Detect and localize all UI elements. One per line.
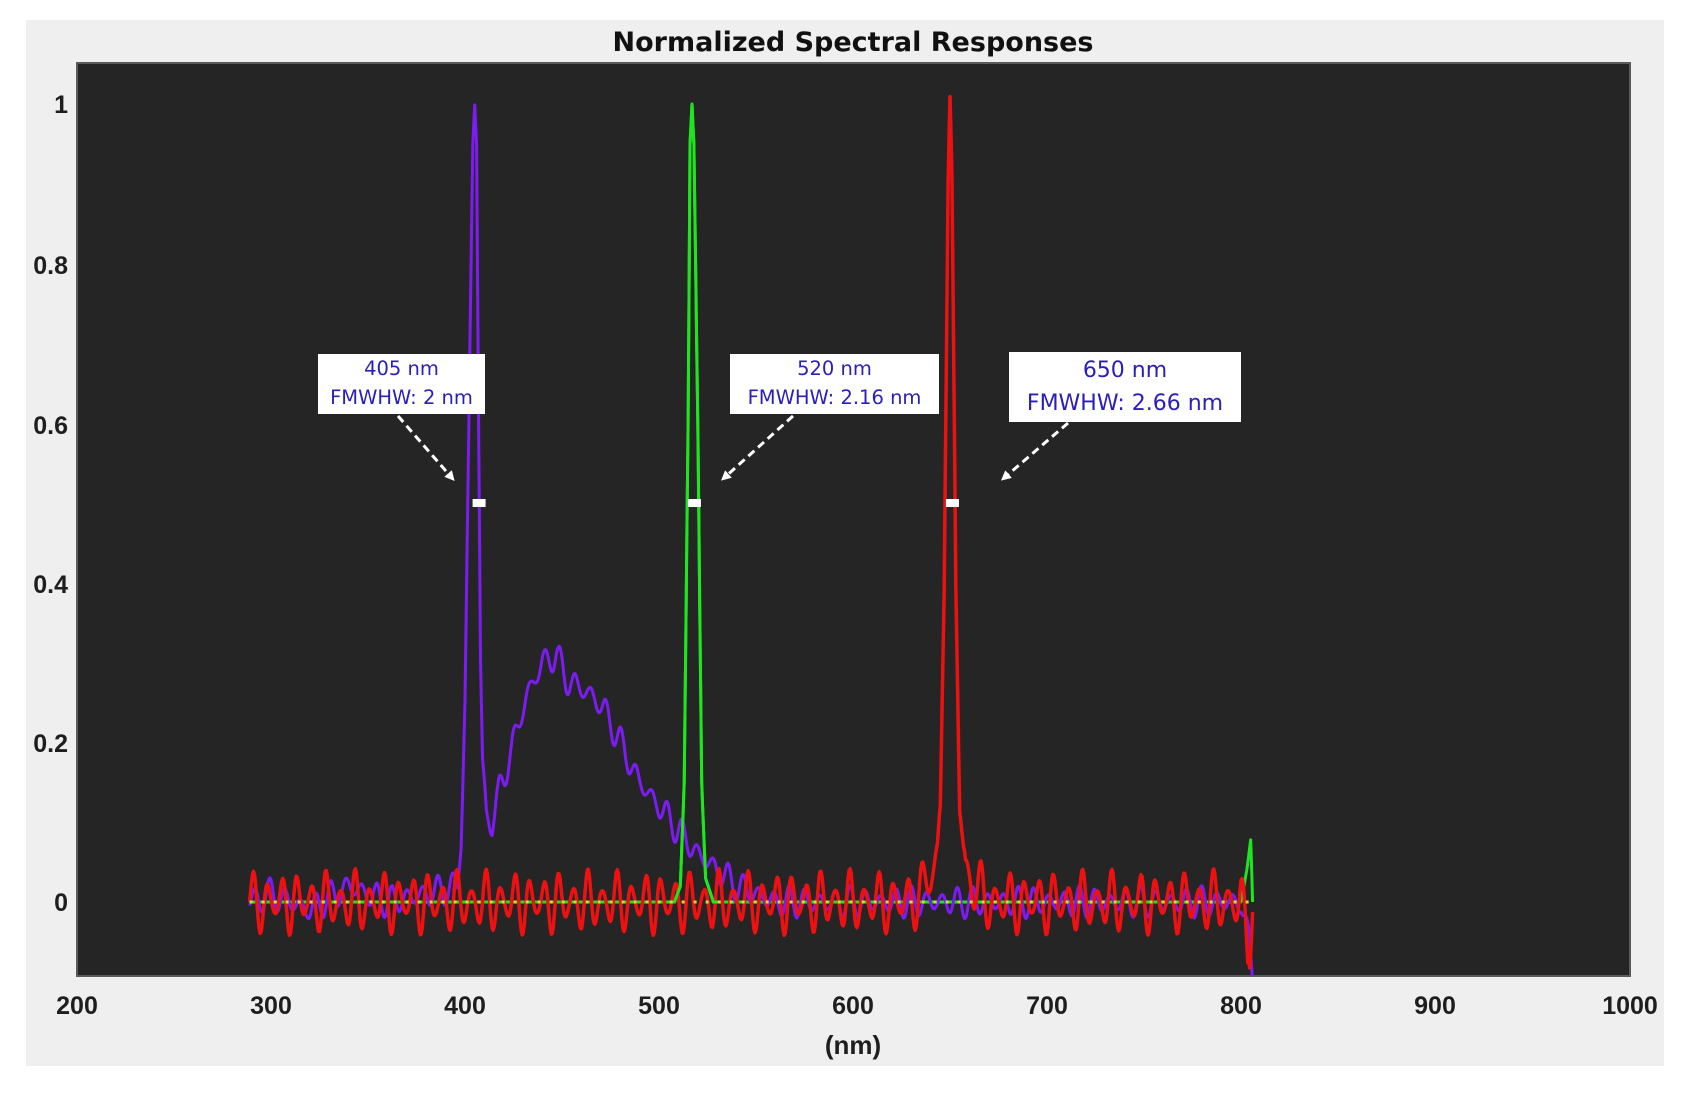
arrow-520-icon (721, 414, 795, 481)
fwhm-marker (945, 499, 959, 507)
annotation-405: 405 nm FMWHW: 2 nm (318, 354, 485, 414)
x-tick-label: 900 (1414, 992, 1456, 1020)
x-tick-label: 800 (1220, 992, 1262, 1020)
y-tick-label: 1 (54, 91, 68, 119)
annotation-arrows (396, 414, 1069, 482)
x-tick-label: 500 (638, 992, 680, 1020)
y-tick-label: 0 (54, 889, 68, 917)
y-tick-label: 0.8 (33, 252, 68, 280)
y-axis: 0 0.2 0.4 0.6 0.8 1 (33, 91, 68, 917)
chart-title: Normalized Spectral Responses (613, 27, 1094, 58)
x-tick-label: 200 (56, 992, 98, 1020)
annotation-520-fwhm: FMWHW: 2.16 nm (747, 386, 922, 409)
fwhm-marker (687, 499, 701, 507)
annotation-405-wavelength: 405 nm (364, 357, 439, 380)
arrow-405-icon (396, 415, 455, 482)
x-axis: 200 300 400 500 600 700 800 900 1000 (56, 992, 1658, 1020)
series-line-650-nm (247, 94, 1255, 970)
y-tick-label: 0.6 (33, 412, 68, 440)
x-tick-label: 300 (250, 992, 292, 1020)
annotation-520: 520 nm FMWHW: 2.16 nm (730, 354, 939, 414)
annotation-405-fwhm: FMWHW: 2 nm (330, 386, 473, 409)
y-tick-label: 0.4 (33, 571, 68, 599)
series-line-520-peak (668, 103, 718, 904)
plot-area (76, 62, 1631, 977)
arrow-650-icon (1000, 421, 1069, 481)
annotation-650-fwhm: FMWHW: 2.66 nm (1026, 391, 1224, 416)
y-tick-label: 0.2 (33, 730, 68, 758)
x-tick-label: 600 (832, 992, 874, 1020)
x-tick-label: 1000 (1602, 992, 1658, 1020)
x-tick-label: 400 (444, 992, 486, 1020)
series-layer (247, 94, 1255, 976)
annotation-520-wavelength: 520 nm (797, 357, 872, 380)
x-tick-label: 700 (1026, 992, 1068, 1020)
fwhm-marker (472, 499, 486, 507)
annotation-650: 650 nm FMWHW: 2.66 nm (1009, 352, 1241, 422)
x-axis-label: (nm) (825, 1030, 881, 1060)
annotation-650-wavelength: 650 nm (1082, 358, 1168, 383)
fwhm-markers (472, 499, 959, 507)
